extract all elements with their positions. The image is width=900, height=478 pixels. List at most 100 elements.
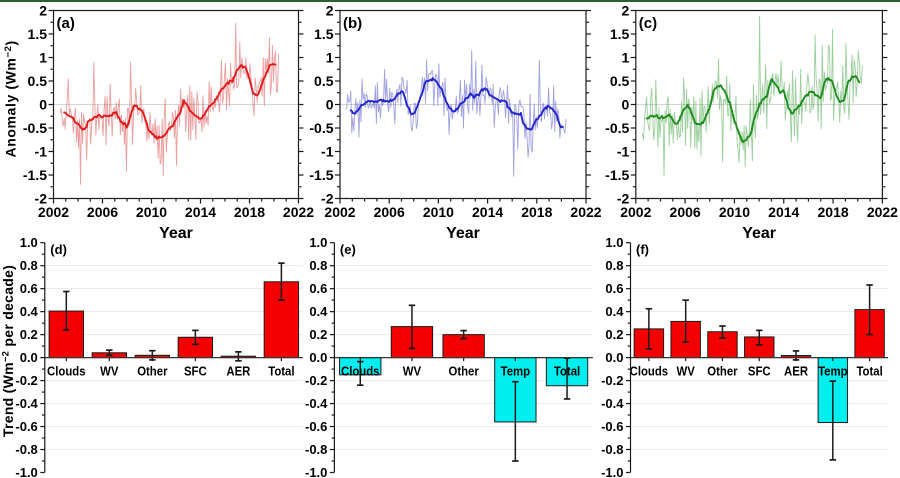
svg-text:-0.8: -0.8 bbox=[601, 442, 623, 457]
svg-text:0.8: 0.8 bbox=[309, 258, 327, 273]
svg-text:Total: Total bbox=[856, 364, 882, 379]
svg-text:1.0: 1.0 bbox=[20, 235, 38, 250]
svg-text:2006: 2006 bbox=[374, 204, 405, 220]
svg-text:0.6: 0.6 bbox=[20, 281, 38, 296]
svg-text:2002: 2002 bbox=[620, 204, 651, 220]
svg-text:2014: 2014 bbox=[185, 204, 216, 220]
svg-text:(b): (b) bbox=[343, 15, 362, 32]
svg-text:Trend (Wm−2 per decade): Trend (Wm−2 per decade) bbox=[0, 265, 16, 437]
svg-text:(d): (d) bbox=[50, 242, 67, 257]
svg-text:2010: 2010 bbox=[719, 204, 750, 220]
svg-text:-1.5: -1.5 bbox=[605, 167, 629, 183]
svg-text:0.6: 0.6 bbox=[605, 281, 623, 296]
svg-text:(a): (a) bbox=[57, 15, 75, 32]
svg-text:0.8: 0.8 bbox=[20, 258, 38, 273]
svg-text:Clouds: Clouds bbox=[341, 364, 380, 379]
svg-text:2022: 2022 bbox=[283, 204, 314, 220]
svg-text:2018: 2018 bbox=[818, 204, 849, 220]
svg-text:-1: -1 bbox=[617, 144, 630, 160]
svg-text:-2: -2 bbox=[35, 191, 48, 207]
svg-text:AER: AER bbox=[226, 364, 251, 379]
svg-text:0: 0 bbox=[326, 97, 334, 113]
svg-text:1.5: 1.5 bbox=[314, 26, 334, 42]
svg-text:0.5: 0.5 bbox=[610, 73, 630, 89]
svg-text:1: 1 bbox=[39, 50, 47, 66]
svg-text:Year: Year bbox=[446, 225, 480, 242]
svg-text:-1.0: -1.0 bbox=[305, 465, 327, 478]
svg-text:Year: Year bbox=[159, 225, 193, 242]
svg-text:Clouds: Clouds bbox=[47, 364, 86, 379]
svg-text:0.5: 0.5 bbox=[314, 73, 334, 89]
svg-text:-1.0: -1.0 bbox=[15, 465, 37, 478]
svg-text:-1: -1 bbox=[321, 144, 334, 160]
svg-text:2: 2 bbox=[326, 3, 334, 19]
svg-text:-0.4: -0.4 bbox=[305, 396, 328, 411]
svg-text:Other: Other bbox=[449, 364, 479, 379]
svg-text:(e): (e) bbox=[340, 242, 356, 257]
svg-text:0.4: 0.4 bbox=[309, 304, 328, 319]
svg-text:-1.5: -1.5 bbox=[309, 167, 333, 183]
svg-text:Clouds: Clouds bbox=[630, 364, 669, 379]
svg-text:2002: 2002 bbox=[324, 204, 355, 220]
svg-text:0.6: 0.6 bbox=[309, 281, 327, 296]
svg-text:2006: 2006 bbox=[670, 204, 701, 220]
svg-text:0.2: 0.2 bbox=[605, 327, 623, 342]
svg-text:-0.6: -0.6 bbox=[15, 419, 37, 434]
svg-text:0.4: 0.4 bbox=[20, 304, 39, 319]
svg-text:2010: 2010 bbox=[136, 204, 167, 220]
svg-text:0.0: 0.0 bbox=[605, 350, 623, 365]
svg-text:(f): (f) bbox=[636, 242, 649, 257]
svg-text:2018: 2018 bbox=[234, 204, 265, 220]
svg-text:-0.4: -0.4 bbox=[601, 396, 624, 411]
svg-text:Other: Other bbox=[137, 364, 167, 379]
svg-text:1.5: 1.5 bbox=[28, 26, 48, 42]
svg-text:2014: 2014 bbox=[472, 204, 503, 220]
svg-text:1.0: 1.0 bbox=[605, 235, 623, 250]
svg-text:0.0: 0.0 bbox=[20, 350, 38, 365]
svg-text:WV: WV bbox=[403, 364, 422, 379]
svg-text:Temp: Temp bbox=[501, 364, 531, 379]
svg-text:2002: 2002 bbox=[38, 204, 69, 220]
svg-text:-0.5: -0.5 bbox=[605, 120, 629, 136]
svg-text:1.0: 1.0 bbox=[309, 235, 327, 250]
svg-text:Other: Other bbox=[707, 364, 737, 379]
svg-text:-0.5: -0.5 bbox=[23, 120, 47, 136]
svg-text:0.4: 0.4 bbox=[605, 304, 624, 319]
svg-text:WV: WV bbox=[100, 364, 119, 379]
svg-text:Anomaly (Wm−2): Anomaly (Wm−2) bbox=[2, 40, 18, 157]
svg-text:-0.6: -0.6 bbox=[601, 419, 623, 434]
svg-text:Total: Total bbox=[554, 364, 580, 379]
svg-text:0: 0 bbox=[622, 97, 630, 113]
svg-text:-0.2: -0.2 bbox=[601, 373, 623, 388]
svg-text:0: 0 bbox=[39, 97, 47, 113]
svg-text:-0.4: -0.4 bbox=[15, 396, 38, 411]
svg-text:Year: Year bbox=[742, 225, 776, 242]
svg-text:2: 2 bbox=[39, 3, 47, 19]
svg-text:-0.2: -0.2 bbox=[305, 373, 327, 388]
svg-text:2014: 2014 bbox=[768, 204, 799, 220]
svg-text:-1.0: -1.0 bbox=[601, 465, 623, 478]
svg-text:1: 1 bbox=[326, 50, 334, 66]
svg-text:AER: AER bbox=[784, 364, 809, 379]
svg-text:-0.8: -0.8 bbox=[15, 442, 37, 457]
svg-text:2006: 2006 bbox=[87, 204, 118, 220]
svg-text:1.5: 1.5 bbox=[610, 26, 630, 42]
svg-text:SFC: SFC bbox=[748, 364, 771, 379]
svg-text:-1: -1 bbox=[35, 144, 48, 160]
svg-text:-0.5: -0.5 bbox=[309, 120, 333, 136]
svg-text:2022: 2022 bbox=[867, 204, 898, 220]
svg-text:SFC: SFC bbox=[184, 364, 207, 379]
svg-text:1: 1 bbox=[622, 50, 630, 66]
svg-text:(c): (c) bbox=[639, 15, 657, 32]
svg-text:Temp: Temp bbox=[818, 364, 848, 379]
svg-text:0.8: 0.8 bbox=[605, 258, 623, 273]
svg-text:WV: WV bbox=[677, 364, 696, 379]
svg-text:-0.8: -0.8 bbox=[305, 442, 327, 457]
svg-text:2022: 2022 bbox=[570, 204, 601, 220]
svg-text:0.2: 0.2 bbox=[20, 327, 38, 342]
svg-text:0.2: 0.2 bbox=[309, 327, 327, 342]
svg-text:-2: -2 bbox=[617, 191, 630, 207]
svg-text:2018: 2018 bbox=[521, 204, 552, 220]
svg-text:2: 2 bbox=[622, 3, 630, 19]
svg-text:-0.6: -0.6 bbox=[305, 419, 327, 434]
